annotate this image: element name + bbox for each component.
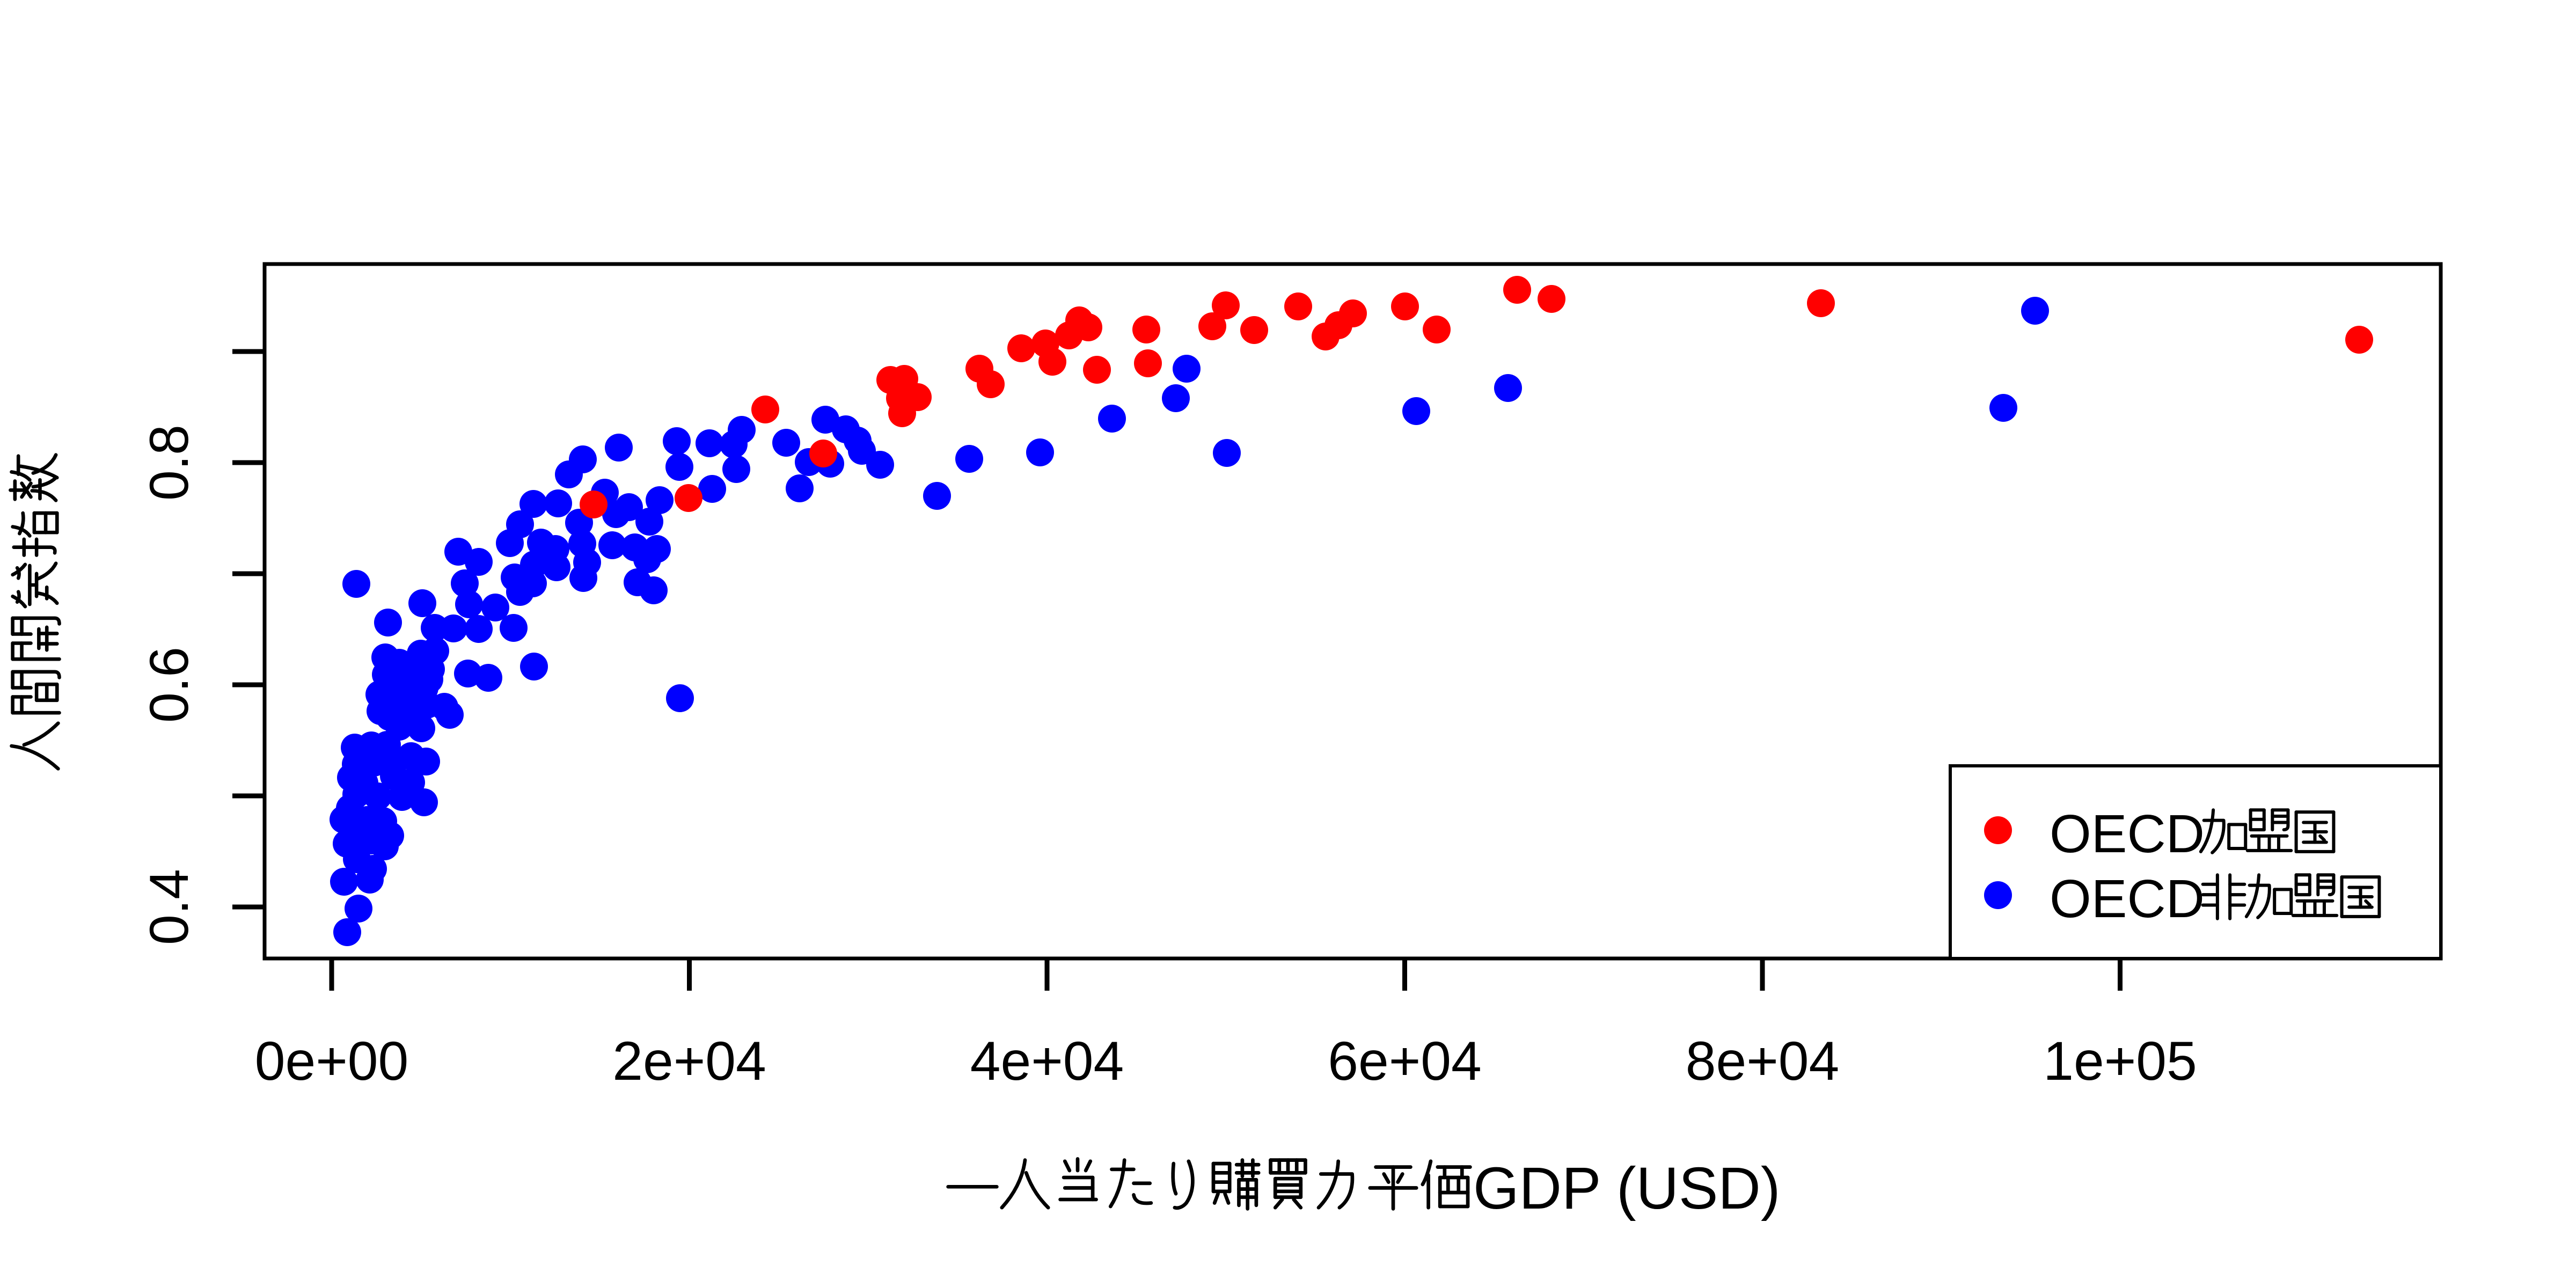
svg-text:2e+04: 2e+04 (612, 1030, 766, 1092)
svg-text:1e+05: 1e+05 (2043, 1030, 2197, 1092)
svg-text:6e+04: 6e+04 (1328, 1030, 1481, 1092)
svg-text:8e+04: 8e+04 (1686, 1030, 1839, 1092)
svg-text:4e+04: 4e+04 (970, 1030, 1124, 1092)
svg-text:0.8: 0.8 (138, 425, 200, 501)
svg-text:0.6: 0.6 (138, 647, 200, 723)
svg-text:GDP (USD): GDP (USD) (1473, 1155, 1780, 1221)
svg-text:OECD: OECD (2050, 804, 2205, 864)
svg-text:0e+00: 0e+00 (255, 1030, 408, 1092)
svg-text:OECD: OECD (2050, 869, 2205, 929)
svg-text:0.4: 0.4 (138, 869, 200, 945)
